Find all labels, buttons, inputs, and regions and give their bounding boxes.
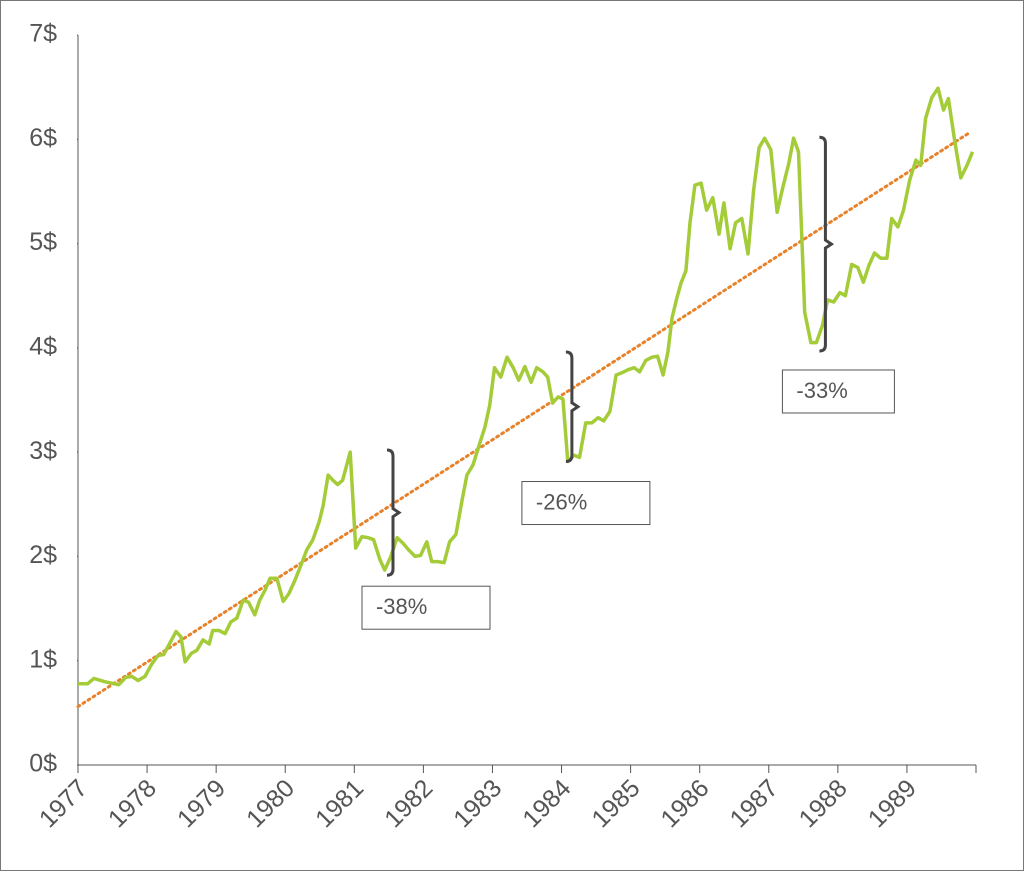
annotation-box (781, 369, 895, 414)
y-tick-label: 7$ (29, 20, 57, 48)
drawdown-bracket (565, 350, 581, 464)
y-tick-label: 2$ (29, 541, 57, 569)
y-tick-label: 5$ (29, 228, 57, 256)
annotation-box (521, 481, 651, 526)
annotation-label: -33% (796, 378, 847, 403)
drawdown-bracket (386, 448, 402, 577)
annotation-box (361, 585, 491, 630)
y-tick-label: 3$ (29, 437, 57, 465)
trend-line (76, 130, 972, 709)
annotation-label: -26% (536, 489, 587, 514)
y-tick-label: 1$ (29, 645, 57, 673)
annotation-label: -38% (376, 594, 427, 619)
y-tick-label: 6$ (29, 124, 57, 152)
y-tick-label: 0$ (29, 750, 57, 778)
y-tick-label: 4$ (29, 332, 57, 360)
drawdown-bracket (819, 135, 835, 353)
